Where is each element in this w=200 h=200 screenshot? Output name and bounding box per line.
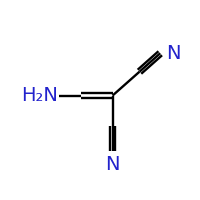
Text: N: N xyxy=(166,44,180,63)
Text: H₂N: H₂N xyxy=(21,86,58,105)
Text: N: N xyxy=(105,155,120,174)
